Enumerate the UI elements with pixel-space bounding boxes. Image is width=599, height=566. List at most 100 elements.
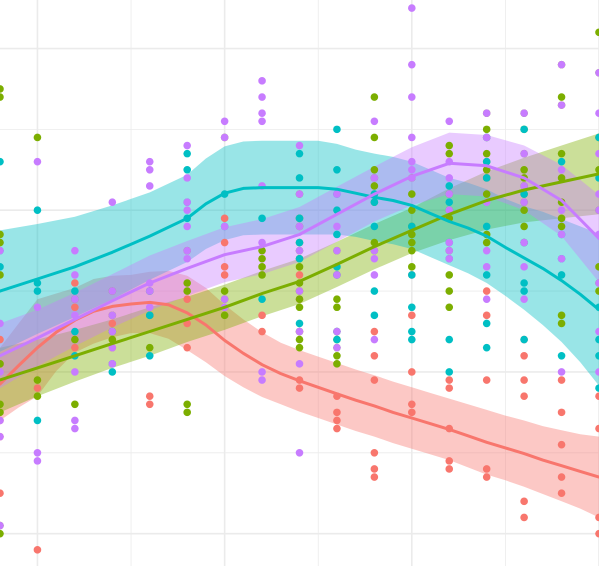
data-point-1 [295, 271, 304, 279]
data-point-3 [557, 157, 566, 166]
data-point-2 [295, 335, 304, 344]
data-point-1 [520, 392, 528, 401]
data-point-3 [557, 351, 566, 360]
data-point-4 [258, 376, 266, 384]
data-point-4 [295, 360, 304, 368]
data-point-1 [333, 416, 341, 425]
data-point-3 [520, 125, 528, 134]
data-point-1 [145, 400, 154, 409]
data-point-2 [557, 174, 566, 182]
data-point-4 [0, 246, 4, 255]
data-point-2 [370, 133, 379, 142]
data-point-1 [520, 497, 528, 506]
data-point-1 [595, 424, 599, 433]
data-point-3 [408, 303, 416, 312]
data-point-2 [557, 222, 566, 231]
data-point-3 [482, 174, 491, 182]
data-point-3 [71, 287, 79, 295]
data-point-2 [183, 400, 191, 409]
data-point-2 [0, 93, 4, 101]
data-point-1 [220, 214, 229, 223]
data-point-1 [370, 465, 379, 473]
data-point-4 [445, 190, 454, 198]
data-point-3 [370, 222, 379, 231]
data-point-2 [0, 230, 4, 239]
data-point-3 [482, 319, 491, 328]
data-point-1 [183, 343, 191, 352]
data-point-2 [557, 214, 566, 223]
data-point-4 [595, 190, 599, 198]
data-point-4 [0, 416, 4, 425]
data-point-4 [557, 254, 566, 263]
data-point-4 [445, 254, 454, 263]
smooth-line-3 [0, 186, 599, 312]
data-point-1 [557, 408, 566, 417]
data-point-2 [0, 400, 4, 409]
data-point-3 [370, 287, 379, 295]
data-point-2 [333, 295, 341, 303]
data-point-3 [33, 206, 42, 215]
data-point-4 [557, 60, 566, 69]
data-point-3 [445, 198, 454, 206]
data-point-4 [220, 133, 229, 142]
data-point-3 [333, 166, 341, 174]
smooth-line-1 [0, 300, 599, 479]
data-point-4 [408, 133, 416, 142]
data-point-1 [145, 392, 154, 401]
data-point-4 [557, 230, 566, 239]
data-point-3 [333, 230, 341, 239]
data-point-2 [482, 149, 491, 158]
data-point-2 [71, 400, 79, 409]
data-point-2 [482, 190, 491, 198]
data-point-4 [595, 327, 599, 336]
data-point-3 [520, 287, 528, 295]
data-point-3 [108, 368, 117, 376]
data-point-4 [370, 335, 379, 344]
data-point-4 [108, 198, 117, 206]
data-point-2 [445, 287, 454, 295]
data-point-2 [557, 93, 566, 101]
data-point-2 [0, 85, 4, 93]
data-point-1 [482, 287, 491, 295]
data-point-2 [0, 271, 4, 279]
data-point-1 [557, 440, 566, 449]
data-point-3 [445, 182, 454, 190]
data-point-3 [595, 174, 599, 182]
data-point-2 [33, 376, 42, 384]
data-point-4 [183, 254, 191, 263]
data-point-2 [258, 254, 266, 263]
data-point-4 [145, 157, 154, 166]
data-point-2 [557, 319, 566, 328]
data-point-2 [482, 125, 491, 134]
data-point-1 [520, 376, 528, 384]
data-point-1 [408, 311, 416, 320]
data-point-4 [557, 368, 566, 376]
data-point-4 [183, 174, 191, 182]
data-point-3 [295, 149, 304, 158]
data-point-2 [445, 303, 454, 312]
data-point-1 [445, 457, 454, 465]
data-point-2 [557, 149, 566, 158]
data-point-2 [408, 190, 416, 198]
data-point-4 [71, 424, 79, 433]
data-point-2 [0, 408, 4, 417]
data-point-3 [408, 327, 416, 336]
data-point-4 [258, 77, 266, 85]
data-point-4 [445, 117, 454, 126]
data-point-3 [557, 271, 566, 279]
data-point-3 [183, 166, 191, 174]
data-point-4 [520, 198, 528, 206]
data-point-1 [370, 351, 379, 360]
data-point-3 [333, 125, 341, 134]
data-point-3 [0, 157, 4, 166]
data-point-2 [333, 360, 341, 368]
data-point-2 [370, 93, 379, 101]
data-point-4 [333, 246, 341, 255]
data-point-4 [595, 149, 599, 158]
data-point-1 [220, 271, 229, 279]
data-point-4 [220, 117, 229, 126]
data-point-2 [595, 263, 599, 271]
data-point-4 [295, 190, 304, 198]
data-point-1 [557, 489, 566, 498]
data-point-2 [0, 360, 4, 368]
